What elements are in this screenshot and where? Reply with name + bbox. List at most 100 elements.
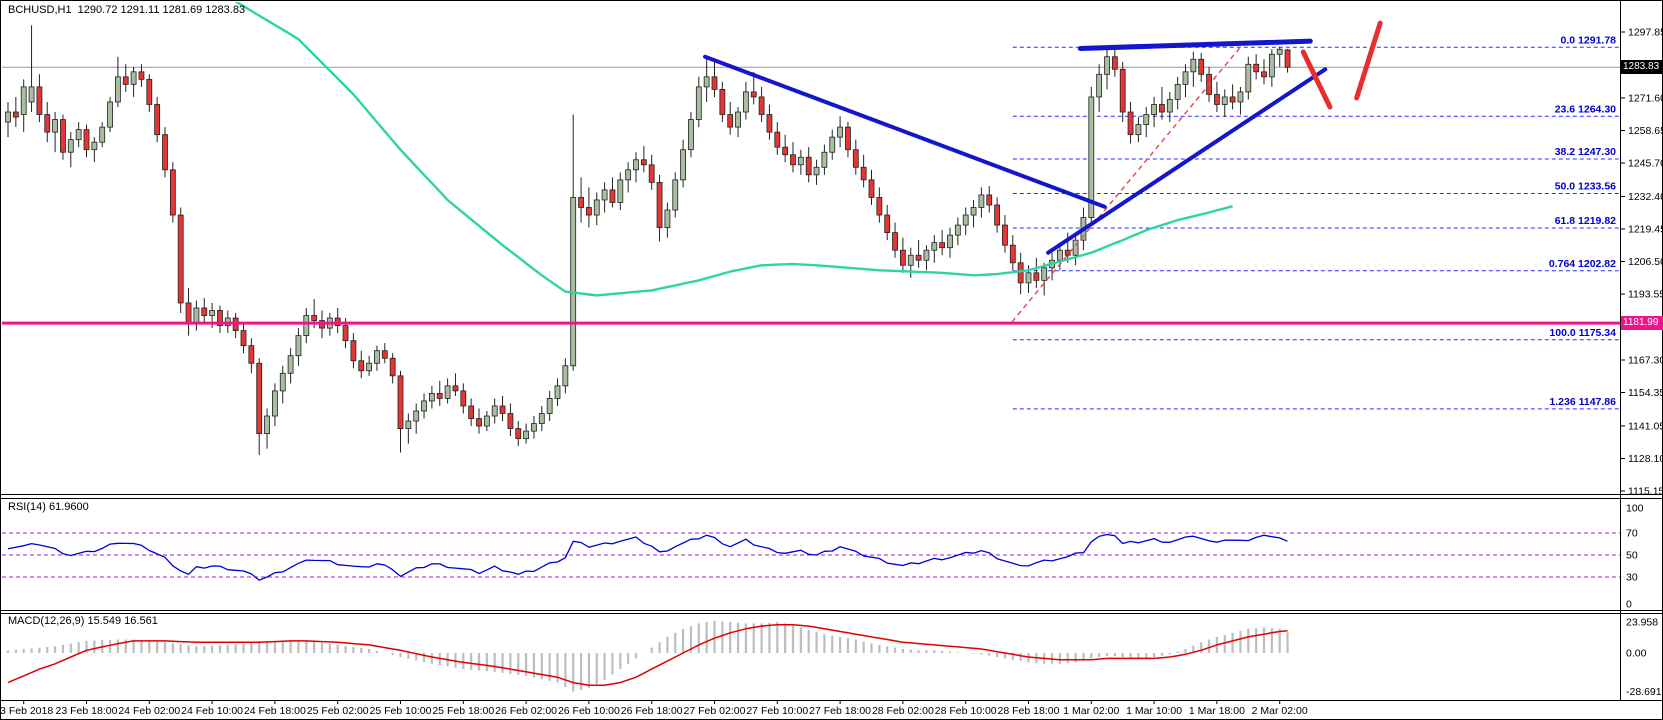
candle	[939, 242, 946, 249]
moving-average-line	[234, 2, 1233, 297]
candle	[758, 96, 765, 115]
time-tick-label: 28 Feb 10:00	[935, 705, 997, 717]
trendline-descending-resistance[interactable]	[703, 54, 1107, 209]
candle	[962, 214, 969, 226]
price-tick-label: 1167.30	[1628, 354, 1663, 366]
trendline-rising-support[interactable]	[1046, 67, 1328, 255]
candle	[44, 114, 51, 133]
time-tick-label: 26 Feb 10:00	[558, 705, 620, 717]
price-tick-label: 1193.55	[1628, 289, 1663, 301]
candle	[546, 398, 553, 414]
candle	[695, 86, 702, 120]
candle	[648, 164, 655, 183]
candle	[350, 340, 357, 362]
fib-level-label: 38.2 1247.30	[1555, 146, 1616, 158]
candle	[609, 189, 616, 203]
rsi-tick-label: 70	[1626, 528, 1638, 540]
fib-level-label: 1.236 1147.86	[1549, 396, 1616, 408]
candle	[852, 149, 859, 168]
time-tick-label: 1 Mar 02:00	[1063, 705, 1119, 717]
candle	[978, 194, 985, 208]
candle	[711, 76, 718, 90]
candle	[436, 393, 443, 399]
candle	[1072, 239, 1079, 256]
price-tick-label: 1219.45	[1628, 223, 1663, 235]
candle	[201, 307, 208, 316]
candle	[162, 134, 168, 171]
candle	[884, 214, 891, 234]
macd-tick-label: -28.691	[1626, 686, 1662, 698]
current-price-flag: 1283.83	[1621, 60, 1663, 74]
candle	[797, 156, 804, 166]
fib-level-label: 50.0 1233.56	[1555, 181, 1616, 193]
candle	[554, 385, 561, 399]
candle	[12, 111, 19, 118]
candle	[1104, 56, 1110, 75]
macd-tick-label: 23.958	[1626, 617, 1658, 629]
fib-level-label: 61.8 1219.82	[1555, 215, 1616, 227]
candle	[1041, 267, 1048, 281]
candle	[115, 76, 121, 103]
candle	[1276, 48, 1283, 55]
candle	[900, 249, 906, 266]
candle	[264, 415, 270, 435]
candle	[1064, 249, 1071, 256]
macd-signal-line	[7, 624, 1288, 687]
time-tick-label: 27 Feb 18:00	[809, 705, 871, 717]
candle	[67, 139, 74, 153]
candle	[405, 420, 412, 429]
projection-stroke[interactable]	[1300, 49, 1333, 110]
candles-layer	[5, 25, 1291, 455]
time-tick-label: 1 Mar 10:00	[1126, 705, 1182, 717]
candle	[562, 365, 569, 387]
candle	[617, 179, 624, 203]
candle	[36, 86, 43, 115]
candle	[523, 430, 529, 440]
projection-stroke[interactable]	[1354, 20, 1383, 101]
candle	[1111, 56, 1118, 70]
candle	[931, 242, 938, 251]
candle	[601, 189, 608, 201]
candle	[578, 197, 584, 208]
candle	[633, 159, 639, 171]
candle	[209, 310, 216, 316]
candle	[122, 76, 129, 85]
candle	[994, 204, 1000, 226]
rsi-tick-label: 50	[1626, 550, 1638, 562]
candle	[876, 197, 883, 216]
candle	[813, 166, 820, 176]
candle	[766, 114, 773, 133]
candle	[1174, 83, 1181, 100]
candle	[1033, 272, 1040, 281]
candle	[538, 413, 545, 424]
candle	[845, 126, 851, 151]
candle	[28, 86, 35, 103]
rsi-tick-label: 30	[1626, 572, 1638, 584]
candle	[1237, 91, 1244, 103]
candle	[169, 169, 176, 216]
candle	[986, 194, 993, 206]
candle	[366, 362, 373, 372]
price-tick-label: 1258.65	[1628, 125, 1663, 137]
fib-level-label: 0.0 1291.78	[1561, 34, 1617, 46]
candle	[1009, 244, 1016, 264]
candle	[1088, 96, 1095, 218]
candle	[507, 413, 514, 429]
candle	[499, 405, 506, 414]
time-tick-label: 28 Feb 02:00	[872, 705, 934, 717]
candle	[892, 232, 898, 251]
candle	[782, 146, 789, 156]
trendline-flat-top-resistance[interactable]	[1077, 38, 1313, 51]
candle	[1261, 71, 1267, 78]
rsi-line	[7, 533, 1288, 581]
candle	[680, 149, 686, 181]
time-tick-label: 28 Feb 18:00	[998, 705, 1060, 717]
candle	[774, 131, 781, 148]
time-tick-label: 27 Feb 02:00	[684, 705, 746, 717]
price-tick-label: 1245.70	[1628, 158, 1663, 170]
candle	[1166, 99, 1173, 113]
candle	[421, 400, 427, 412]
time-tick-label: 2 Mar 02:00	[1252, 705, 1308, 717]
candle	[1017, 262, 1024, 284]
